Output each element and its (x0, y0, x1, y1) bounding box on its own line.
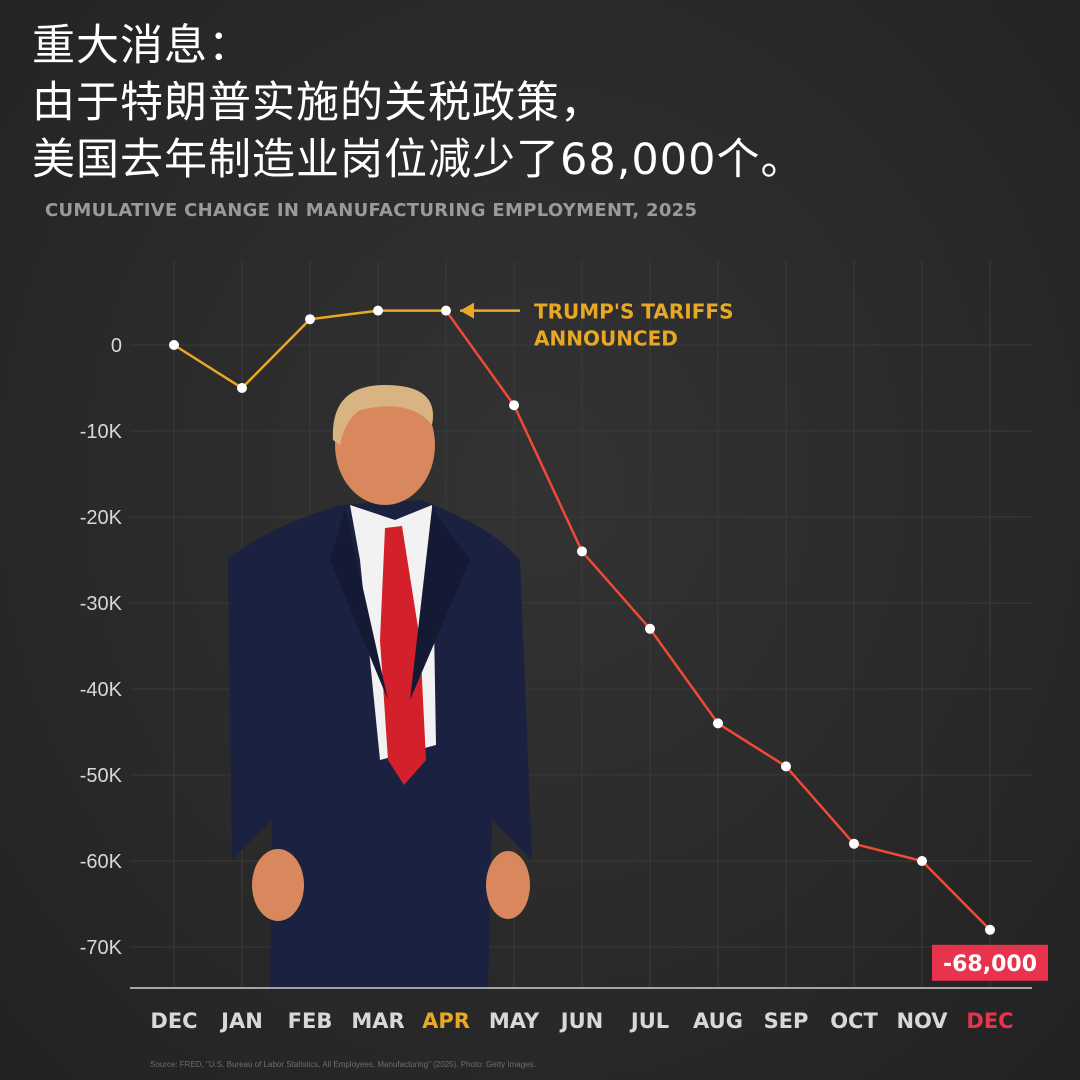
line-segment (512, 403, 584, 553)
x-tick-label: DEC (150, 1009, 197, 1033)
chart-title: CUMULATIVE CHANGE IN MANUFACTURING EMPLO… (45, 200, 698, 221)
annotation-text: ANNOUNCED (534, 327, 678, 351)
x-tick-label: FEB (288, 1009, 333, 1033)
data-point (985, 924, 995, 935)
line-segment (852, 842, 924, 863)
x-tick-label: APR (422, 1009, 470, 1033)
y-tick-label: 0 (111, 335, 122, 357)
hand-right (486, 851, 530, 919)
data-point (509, 400, 519, 411)
y-axis-ticks: 0 -10K -20K -30K -40K -50K -60K -70K (80, 335, 123, 959)
line-segment (648, 627, 720, 725)
x-tick-label: NOV (896, 1009, 948, 1033)
data-point (169, 340, 179, 350)
data-point (305, 314, 315, 325)
end-value-label: -68,000 (932, 944, 1048, 981)
x-tick-label: MAR (351, 1009, 404, 1033)
y-tick-label: -10K (80, 421, 123, 443)
data-point (577, 546, 587, 557)
hand-left (252, 849, 304, 921)
y-tick-label: -50K (80, 765, 123, 787)
data-point (237, 383, 247, 393)
x-tick-label: JAN (219, 1009, 263, 1033)
line-segment (240, 317, 312, 390)
person-photo-icon (228, 385, 532, 990)
x-tick-label: OCT (830, 1009, 878, 1033)
annotation-text: TRUMP'S TARIFFS (534, 300, 733, 324)
line-segment (580, 550, 652, 631)
y-tick-label: -70K (80, 937, 123, 959)
y-tick-label: -30K (80, 593, 123, 615)
line-segment (172, 343, 244, 390)
line-segment (716, 722, 788, 768)
data-point (441, 305, 451, 316)
source-note: Source: FRED, "U.S. Bureau of Labor Stat… (150, 1060, 536, 1069)
data-point (849, 838, 859, 849)
y-tick-label: -20K (80, 507, 123, 529)
x-tick-label: AUG (693, 1009, 743, 1033)
lapel-right (410, 508, 470, 700)
headline-line-3: 美国去年制造业岗位减少了68,000个。 (32, 135, 805, 185)
line-segment (308, 309, 380, 321)
hair (332, 385, 434, 445)
annotation-arrow-head (460, 302, 474, 319)
headline-line-2: 由于特朗普实施的关税政策， (32, 78, 604, 128)
line-segment (784, 765, 856, 846)
data-point (713, 718, 723, 729)
y-tick-label: -40K (80, 679, 123, 701)
data-point (917, 856, 927, 866)
data-point (645, 623, 655, 634)
x-tick-label: MAY (489, 1009, 540, 1033)
headline-line-1: 重大消息： (32, 21, 252, 71)
x-tick-label: JUN (559, 1009, 603, 1033)
lapel-left (330, 508, 388, 700)
x-tick-label: JUL (629, 1009, 669, 1033)
y-tick-label: -60K (80, 851, 123, 873)
data-point (373, 305, 383, 316)
headline: 重大消息： 由于特朗普实施的关税政策， 美国去年制造业岗位减少了68,000个。 (32, 18, 804, 189)
x-tick-label: DEC (966, 1009, 1013, 1033)
x-tick-label: SEP (764, 1009, 809, 1033)
end-label-text: -68,000 (943, 952, 1037, 977)
line-segment (444, 309, 516, 407)
series-lines (172, 309, 992, 932)
end-label-box (932, 944, 1048, 981)
data-point (781, 761, 791, 772)
head (335, 385, 435, 505)
x-axis-ticks: DEC JAN FEB MAR APR MAY JUN JUL AUG SEP OCT NOV DEC (150, 1009, 1013, 1033)
tie (380, 526, 426, 785)
tariff-annotation: TRUMP'S TARIFFS ANNOUNCED (460, 300, 733, 351)
line-segment (920, 859, 992, 932)
series-points (169, 305, 995, 935)
